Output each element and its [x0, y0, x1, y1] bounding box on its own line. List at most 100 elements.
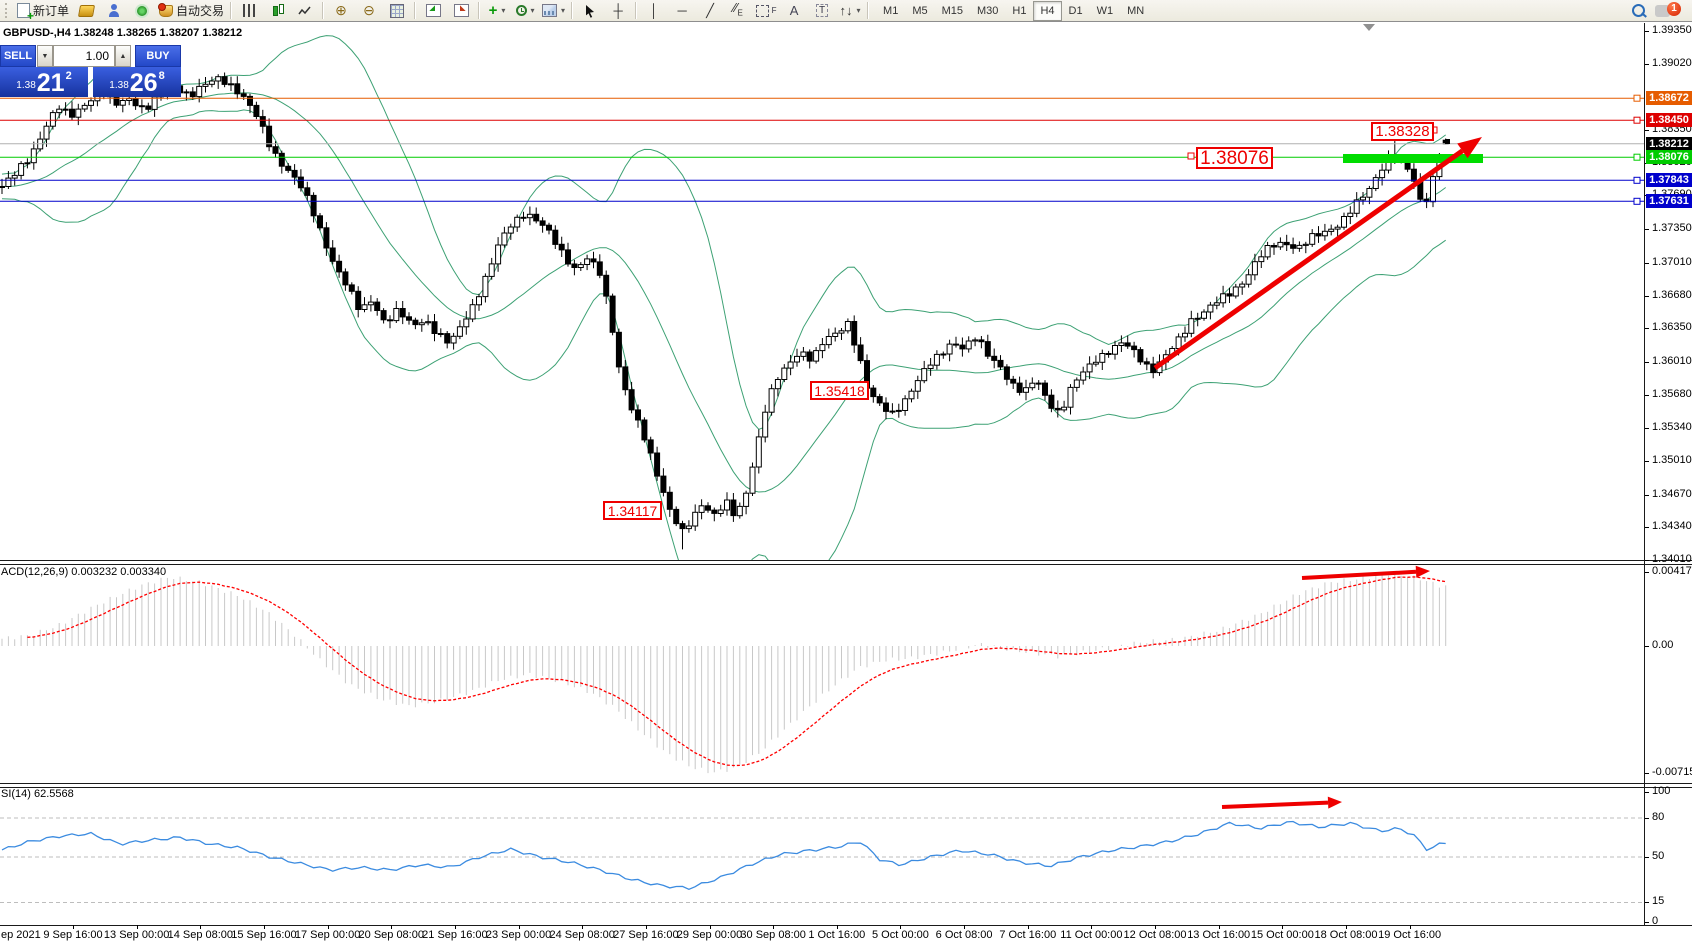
chart-shift-marker[interactable] [1363, 24, 1375, 31]
volume-increase-button[interactable]: ▲ [115, 45, 131, 67]
timeframe-button-M5[interactable]: M5 [912, 4, 928, 17]
annotation-price-box-1.38076[interactable]: 1.38076 [1196, 147, 1273, 169]
time-axis-label: ep 2021 [1, 929, 41, 941]
periods-button[interactable]: ▾ [511, 1, 539, 21]
price-level-badge: 1.37631 [1646, 194, 1692, 208]
timeframe-button-H4[interactable]: H4 [1033, 0, 1062, 21]
crosshair-tool-button[interactable]: ┼ [604, 1, 632, 21]
template-icon [542, 4, 558, 17]
time-axis-label: 14 Sep 08:00 [167, 929, 234, 941]
bar-chart-button[interactable] [235, 1, 263, 21]
annotation-price-box-1.34117[interactable]: 1.34117 [603, 501, 662, 520]
time-axis-tick [1219, 925, 1220, 929]
buy-button[interactable]: BUY [135, 45, 181, 67]
time-axis-label: 29 Sep 00:00 [676, 929, 743, 941]
pane-divider[interactable] [0, 783, 1692, 784]
timeframe-button-D1[interactable]: D1 [1068, 4, 1083, 17]
bid-price-big: 21 [36, 69, 65, 97]
timeframe-button-MN[interactable]: MN [1127, 4, 1145, 17]
time-axis-tick [264, 925, 265, 929]
new-order-button[interactable]: 新订单 [14, 1, 72, 23]
market-watch-button[interactable] [100, 1, 128, 21]
templates-button[interactable]: ▾ [539, 1, 568, 21]
channel-tool-button[interactable]: ∕∕E [724, 1, 752, 21]
time-axis-tick [455, 925, 456, 929]
crosshair-icon: ┼ [613, 3, 623, 18]
pane-divider[interactable] [0, 564, 1692, 565]
text-tool-button[interactable]: A [780, 1, 808, 21]
time-axis-tick [1282, 925, 1283, 929]
rsi-axis-tick: 15 [1652, 895, 1665, 907]
time-axis-tick [710, 925, 711, 929]
timeframe-button-M1[interactable]: M1 [883, 4, 899, 17]
volume-input[interactable]: 1.00 [53, 45, 115, 67]
line-chart-button[interactable] [291, 1, 319, 21]
time-axis-label: 17 Sep 00:00 [294, 929, 361, 941]
price-level-badge: 1.38450 [1646, 113, 1692, 127]
annotation-price-box-1.35418[interactable]: 1.35418 [810, 381, 869, 400]
pane-divider[interactable] [0, 787, 1692, 788]
volume-decrease-button[interactable]: ▼ [37, 45, 53, 67]
timeframe-button-M30[interactable]: M30 [977, 4, 999, 17]
annotation-price-box-1.38328[interactable]: 1.38328 [1371, 122, 1434, 141]
chart-shift-button[interactable] [447, 1, 475, 21]
axis-tick-mark [1645, 296, 1649, 297]
auto-trading-button[interactable]: 自动交易 [156, 1, 227, 21]
cursor-tool-button[interactable] [576, 1, 604, 21]
search-button[interactable] [1624, 1, 1652, 21]
candlestick-chart-button[interactable] [263, 1, 291, 21]
pane-divider[interactable] [0, 560, 1692, 561]
horizontal-line-tool-button[interactable]: ─ [668, 1, 696, 21]
auto-scroll-button[interactable] [419, 1, 447, 21]
price-axis-tick: 1.39020 [1652, 57, 1692, 69]
price-axis-tick: 1.34010 [1652, 553, 1692, 565]
profiles-button[interactable] [72, 1, 100, 21]
time-axis-label: 1 Oct 16:00 [808, 929, 866, 941]
text-label-icon: T [815, 4, 829, 17]
timeframe-button-M15[interactable]: M15 [941, 4, 964, 17]
axis-tick-mark [1645, 64, 1649, 65]
time-axis-label: 24 Sep 08:00 [549, 929, 615, 941]
ask-price-display[interactable]: 1.38 26 8 [93, 67, 181, 97]
zoom-out-button[interactable]: ⊖ [355, 1, 383, 21]
price-axis-tick: 1.35340 [1652, 421, 1692, 433]
tile-windows-button[interactable] [383, 1, 411, 21]
zoom-in-button[interactable]: ⊕ [327, 1, 355, 21]
toolbar-separator [571, 2, 574, 19]
time-axis-tick [1346, 925, 1347, 929]
toolbar-separator [867, 2, 870, 19]
indicators-button[interactable]: + ▾ [483, 1, 511, 21]
axis-tick-mark [1645, 229, 1649, 230]
fibonacci-tool-button[interactable]: F [752, 1, 780, 21]
toolbar-drag-handle[interactable] [5, 3, 11, 18]
notifications-button[interactable]: 1 [1652, 1, 1690, 21]
zoom-in-icon: ⊕ [335, 2, 347, 18]
price-axis-line [1644, 23, 1645, 925]
time-axis-tick [1155, 925, 1156, 929]
vertical-line-icon: │ [649, 3, 659, 18]
bar-chart-icon [242, 4, 256, 17]
timeframe-button-H1[interactable]: H1 [1012, 4, 1027, 17]
sell-button[interactable]: SELL [0, 45, 36, 67]
one-click-trading-panel: SELL ▼ 1.00 ▲ BUY 1.38 21 2 1.38 26 8 [0, 45, 181, 97]
time-axis-tick [519, 925, 520, 929]
vertical-line-tool-button[interactable]: │ [640, 1, 668, 21]
auto-scroll-icon [425, 4, 441, 17]
bid-price-prefix: 1.38 [16, 80, 36, 91]
axis-tick-mark [1645, 130, 1649, 131]
new-order-icon [17, 3, 34, 23]
time-axis-tick [1410, 925, 1411, 929]
time-axis-label: 11 Oct 00:00 [1060, 929, 1123, 941]
signals-button[interactable] [128, 1, 156, 21]
timeframe-button-W1[interactable]: W1 [1096, 4, 1114, 17]
text-label-tool-button[interactable]: T [808, 1, 836, 21]
clock-icon [515, 5, 527, 16]
bid-price-display[interactable]: 1.38 21 2 [0, 67, 88, 97]
arrows-tool-button[interactable]: ↑↓ ▾ [836, 1, 864, 21]
ask-price-big: 26 [129, 69, 158, 97]
time-axis-label: 6 Oct 08:00 [935, 929, 993, 941]
trendline-tool-button[interactable]: ╱ [696, 1, 724, 21]
time-axis-tick [328, 925, 329, 929]
